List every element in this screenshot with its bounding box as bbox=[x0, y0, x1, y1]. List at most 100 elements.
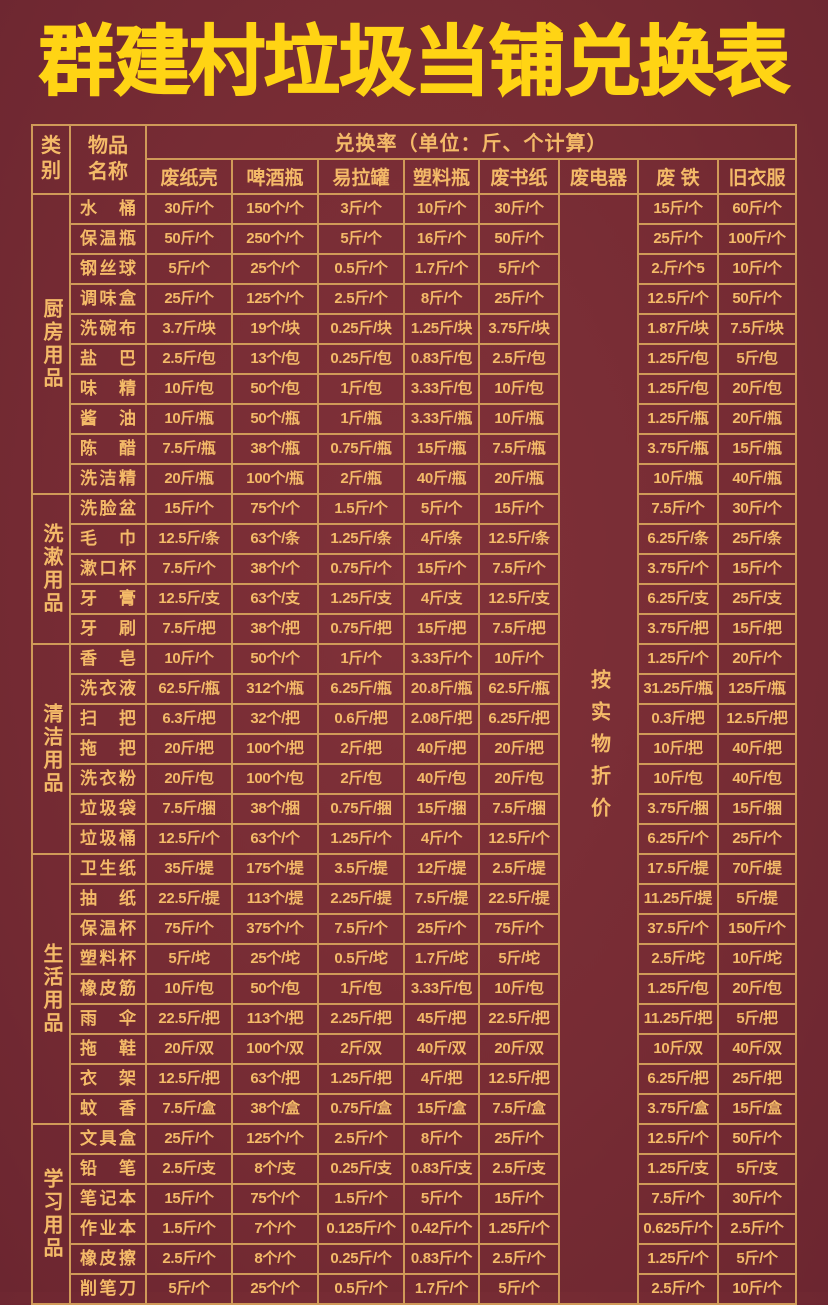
table-row: 保温瓶 50斤/个 250个/个 5斤/个 16斤/个 50斤/个 25斤/个 100斤/个 bbox=[32, 222, 797, 255]
rate-cell: 10斤/个 bbox=[145, 642, 233, 675]
rate-cell: 15斤/捆 bbox=[717, 792, 797, 825]
rate-cell: 1.25斤/包 bbox=[637, 972, 719, 1005]
rate-cell: 6.3斤/把 bbox=[145, 702, 233, 735]
rate-cell: 22.5斤/把 bbox=[478, 1002, 560, 1035]
rate-cell: 25斤/个 bbox=[145, 1122, 233, 1155]
rate-cell: 1.25斤/块 bbox=[403, 312, 480, 345]
item-name-cell: 牙刷 bbox=[69, 612, 147, 645]
rate-cell: 62.5斤/瓶 bbox=[145, 672, 233, 705]
rate-cell: 1斤/包 bbox=[317, 972, 405, 1005]
rate-cell: 15斤/个 bbox=[717, 552, 797, 585]
rate-cell: 0.25斤/块 bbox=[317, 312, 405, 345]
category-cell: 洗漱用品 bbox=[31, 492, 71, 645]
rate-cell: 63个/把 bbox=[231, 1062, 319, 1095]
table-row: 牙膏 12.5斤/支 63个/支 1.25斤/支 4斤/支 12.5斤/支 6.25斤/支 2… bbox=[32, 582, 797, 615]
category-cell: 生活用品 bbox=[31, 852, 71, 1125]
table-row: 拖把 20斤/把 100个/把 2斤/把 40斤/把 20斤/把 10斤/把 40斤/把 bbox=[32, 732, 797, 765]
rate-cell: 50斤/个 bbox=[717, 1122, 797, 1155]
rate-cell: 0.125斤/个 bbox=[317, 1212, 405, 1245]
rate-cell: 15斤/个 bbox=[403, 552, 480, 585]
rate-cell: 0.83斤/包 bbox=[403, 342, 480, 375]
table-row: 雨伞 22.5斤/把 113个/把 2.25斤/把 45斤/把 22.5斤/把 11.25斤… bbox=[32, 1002, 797, 1035]
rate-cell: 175个/提 bbox=[231, 852, 319, 885]
rate-cell: 50个/瓶 bbox=[231, 402, 319, 435]
rate-cell: 125个/个 bbox=[231, 282, 319, 315]
header-item-name-label: 物品名称 bbox=[88, 135, 128, 184]
table-row: 清洁用品 香皂 10斤/个 50个/个 1斤/个 3.33斤/个 10斤/个 1.25斤/个 2… bbox=[31, 642, 797, 855]
rate-cell: 10斤/双 bbox=[637, 1032, 719, 1065]
rate-cell: 8斤/个 bbox=[403, 282, 480, 315]
item-name-cell: 拖把 bbox=[69, 732, 147, 765]
rate-cell: 25斤/把 bbox=[717, 1062, 797, 1095]
rate-cell: 10斤/包 bbox=[637, 762, 719, 795]
rate-cell: 20斤/把 bbox=[145, 732, 233, 765]
item-name-cell: 拖鞋 bbox=[69, 1032, 147, 1065]
rate-cell: 25斤/个 bbox=[717, 822, 797, 855]
rate-cell: 7.5斤/瓶 bbox=[478, 432, 560, 465]
rate-cell: 31.25斤/瓶 bbox=[637, 672, 719, 705]
item-name-cell: 洗脸盆 bbox=[69, 492, 147, 525]
table-row: 洗漱用品 洗脸盆 15斤/个 75个/个 1.5斤/个 5斤/个 15斤/个 7.5斤/个 30… bbox=[31, 492, 797, 645]
rate-cell: 50斤/个 bbox=[717, 282, 797, 315]
rate-cell: 15斤/把 bbox=[717, 612, 797, 645]
rate-cell: 150斤/个 bbox=[717, 912, 797, 945]
rate-cell: 100个/把 bbox=[231, 732, 319, 765]
rate-cell: 7.5斤/把 bbox=[145, 612, 233, 645]
rate-cell: 7.5斤/个 bbox=[145, 552, 233, 585]
rate-cell: 6.25斤/个 bbox=[637, 822, 719, 855]
item-name-cell: 酱油 bbox=[69, 402, 147, 435]
rate-cell: 2斤/双 bbox=[317, 1032, 405, 1065]
rate-cell: 38个/捆 bbox=[231, 792, 319, 825]
rate-cell: 12.5斤/个 bbox=[145, 822, 233, 855]
rate-cell: 2.5斤/个 bbox=[317, 282, 405, 315]
rate-cell: 10斤/包 bbox=[478, 372, 560, 405]
rate-cell: 2.5斤/支 bbox=[478, 1152, 560, 1185]
table-row: 蚊香 7.5斤/盒 38个/盒 0.75斤/盒 15斤/盒 7.5斤/盒 3.75斤/盒 15… bbox=[32, 1092, 797, 1125]
rate-cell: 3斤/个 bbox=[317, 192, 405, 225]
rate-cell: 25斤/支 bbox=[717, 582, 797, 615]
rate-cell: 0.625斤/个 bbox=[637, 1212, 719, 1245]
rate-cell: 2.25斤/把 bbox=[317, 1002, 405, 1035]
rate-cell: 16斤/个 bbox=[403, 222, 480, 255]
table-row: 味精 10斤/包 50个/包 1斤/包 3.33斤/包 10斤/包 1.25斤/包 20斤/包 bbox=[32, 372, 797, 405]
item-name-cell: 文具盒 bbox=[69, 1122, 147, 1155]
rate-cell: 125个/个 bbox=[231, 1122, 319, 1155]
header-col-8: 旧衣服 bbox=[717, 157, 797, 195]
category-cell: 清洁用品 bbox=[31, 642, 71, 855]
rate-cell: 0.5斤/个 bbox=[317, 252, 405, 285]
rate-cell: 15斤/捆 bbox=[403, 792, 480, 825]
rate-cell: 3.75斤/捆 bbox=[637, 792, 719, 825]
rate-cell: 1.25斤/个 bbox=[637, 1242, 719, 1275]
table-row: 扫把 6.3斤/把 32个/把 0.6斤/把 2.08斤/把 6.25斤/把 0.3斤/把 1… bbox=[32, 702, 797, 735]
rate-cell: 40斤/包 bbox=[717, 762, 797, 795]
rate-cell: 12.5斤/条 bbox=[478, 522, 560, 555]
rate-cell: 25斤/条 bbox=[717, 522, 797, 555]
rate-cell: 15斤/个 bbox=[145, 492, 233, 525]
rate-cell: 50斤/个 bbox=[478, 222, 560, 255]
rate-cell: 11.25斤/把 bbox=[637, 1002, 719, 1035]
item-name-cell: 漱口杯 bbox=[69, 552, 147, 585]
rate-cell: 0.75斤/捆 bbox=[317, 792, 405, 825]
table-row: 调味盒 25斤/个 125个/个 2.5斤/个 8斤/个 25斤/个 12.5斤/个 50斤/… bbox=[32, 282, 797, 315]
rate-cell: 30斤/个 bbox=[717, 1182, 797, 1215]
rate-cell: 7.5斤/捆 bbox=[145, 792, 233, 825]
rate-cell: 10斤/把 bbox=[637, 732, 719, 765]
rate-cell: 0.75斤/盒 bbox=[317, 1092, 405, 1125]
rate-cell: 38个/个 bbox=[231, 552, 319, 585]
rate-cell: 40斤/瓶 bbox=[717, 462, 797, 495]
rate-cell: 30斤/个 bbox=[145, 192, 233, 225]
table-row: 钢丝球 5斤/个 25个/个 0.5斤/个 1.7斤/个 5斤/个 2.斤/个5 10斤/个 bbox=[32, 252, 797, 285]
rate-cell: 10斤/个 bbox=[403, 192, 480, 225]
rate-cell: 40斤/瓶 bbox=[403, 462, 480, 495]
rate-cell: 25斤/个 bbox=[478, 282, 560, 315]
item-name-cell: 调味盒 bbox=[69, 282, 147, 315]
table-row: 漱口杯 7.5斤/个 38个/个 0.75斤/个 15斤/个 7.5斤/个 3.75斤/个 1… bbox=[32, 552, 797, 585]
rate-cell: 5斤/把 bbox=[717, 1002, 797, 1035]
rate-cell: 20斤/个 bbox=[717, 642, 797, 675]
rate-cell: 2.5斤/个 bbox=[317, 1122, 405, 1155]
table-row: 牙刷 7.5斤/把 38个/把 0.75斤/把 15斤/把 7.5斤/把 3.75斤/把 15… bbox=[32, 612, 797, 645]
item-name-cell: 削笔刀 bbox=[69, 1272, 147, 1305]
rate-cell: 12.5斤/个 bbox=[637, 1122, 719, 1155]
rate-cell: 40斤/把 bbox=[717, 732, 797, 765]
item-name-cell: 水桶 bbox=[69, 192, 147, 225]
